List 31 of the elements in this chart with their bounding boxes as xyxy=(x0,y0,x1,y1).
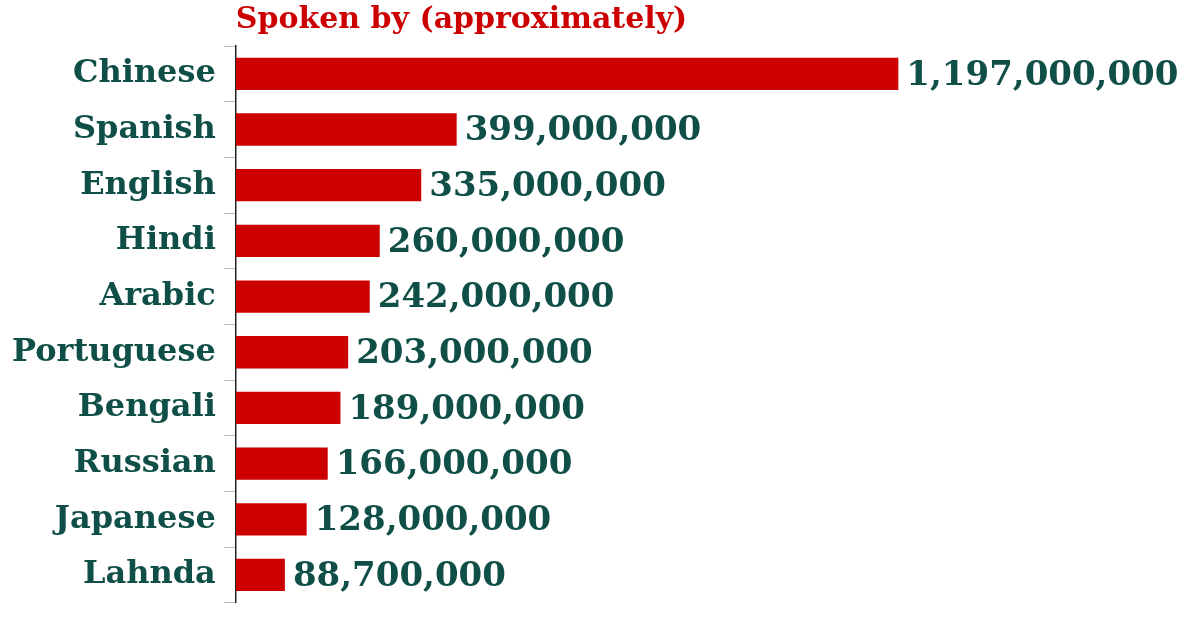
y-tick-label: Lahnda xyxy=(82,553,216,592)
y-tick-label: Chinese xyxy=(72,52,216,91)
bar xyxy=(235,503,307,536)
bar xyxy=(235,113,457,146)
bar xyxy=(235,280,370,313)
y-tick-label: Portuguese xyxy=(12,330,216,369)
y-tick-label: Arabic xyxy=(98,274,216,313)
bar xyxy=(235,391,341,425)
data-label: 1,197,000,000 xyxy=(906,52,1179,93)
data-label: 260,000,000 xyxy=(387,219,625,260)
bar xyxy=(235,57,899,90)
data-label: 203,000,000 xyxy=(356,331,593,372)
y-tick-label: Hindi xyxy=(115,219,216,258)
data-label: 399,000,000 xyxy=(464,108,702,149)
data-label: 335,000,000 xyxy=(429,164,666,205)
bar xyxy=(235,447,328,480)
y-tick-label: Spanish xyxy=(72,107,216,146)
data-label: 242,000,000 xyxy=(377,275,615,316)
y-tick-label: Bengali xyxy=(77,386,216,425)
bar xyxy=(235,224,380,258)
data-label: 166,000,000 xyxy=(335,442,573,483)
y-tick-label: Japanese xyxy=(51,497,216,536)
chart-title: Spoken by (approximately) xyxy=(235,0,688,35)
bar xyxy=(235,169,422,202)
y-tick-label: Russian xyxy=(73,441,216,480)
bar xyxy=(235,336,349,369)
data-label: 189,000,000 xyxy=(348,386,586,427)
y-tick-label: English xyxy=(80,163,216,202)
data-label: 128,000,000 xyxy=(314,498,552,539)
data-label: 88,700,000 xyxy=(292,553,506,594)
bar xyxy=(235,558,285,592)
